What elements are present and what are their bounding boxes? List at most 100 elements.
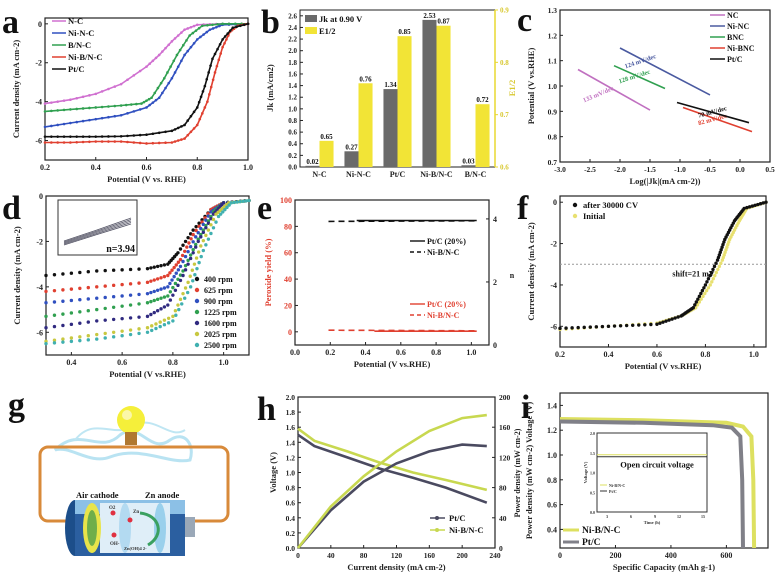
data-point xyxy=(159,296,163,300)
y-axis-label: Current density (mA cm-2) xyxy=(12,226,22,324)
data-point xyxy=(183,296,187,300)
inset-title: Open circuit voltage xyxy=(620,460,694,470)
legend-label: B/N-C xyxy=(68,40,91,50)
data-point xyxy=(194,242,198,247)
data-point xyxy=(201,222,206,227)
x-axis-label: Current density (mA cm-2) xyxy=(347,562,445,572)
data-point xyxy=(706,277,711,281)
y-axis-label: Peroxide yield (%) xyxy=(263,238,273,306)
data-point xyxy=(52,288,57,293)
legend-label: Ni-B/N-C xyxy=(68,52,102,62)
data-point xyxy=(166,71,169,74)
x-tick-label: 600 xyxy=(720,551,732,560)
data-label: 0.02 xyxy=(306,158,319,166)
data-point xyxy=(162,295,167,299)
inset-frame xyxy=(596,432,708,513)
x-tick-label: N-C xyxy=(312,170,326,179)
data-point xyxy=(178,278,183,283)
legend-marker xyxy=(194,287,200,293)
data-label: 0.65 xyxy=(320,133,333,141)
data-point xyxy=(61,272,65,276)
data-point xyxy=(162,77,166,80)
data-point xyxy=(189,45,193,49)
data-point xyxy=(129,103,133,106)
y2-tick-label: 120 xyxy=(499,453,511,462)
data-point xyxy=(670,317,674,321)
y-tick-label: 40 xyxy=(284,275,292,284)
data-point xyxy=(209,85,213,89)
data-point xyxy=(206,237,211,241)
data-point xyxy=(138,69,142,73)
legend-label: 1600 rpm xyxy=(204,319,237,328)
data-point xyxy=(50,141,53,144)
data-point xyxy=(721,255,725,260)
data-point xyxy=(196,239,200,244)
legend-marker xyxy=(572,202,578,208)
data-point xyxy=(197,260,201,265)
x-tick-label: 0.2 xyxy=(325,348,335,357)
chart-c: -3.0 -2.5 -2.0 -1.5 -1.0 -0.5 0.0 0.5 0.7 0.8 0.9 1… xyxy=(526,6,775,186)
data-point xyxy=(166,285,170,289)
data-point xyxy=(162,323,167,327)
data-label: 0.72 xyxy=(476,96,489,104)
data-point xyxy=(185,245,189,249)
data-point xyxy=(103,336,107,340)
data-point xyxy=(186,119,190,122)
data-point xyxy=(701,294,705,299)
data-point xyxy=(214,220,218,224)
x-tick-label: B/N-C xyxy=(465,170,487,179)
x-tick-label: 1.0 xyxy=(466,348,476,357)
panel-e: e 0.0 0.2 0.4 0.6 0.8 1.0 0 20 40 60 80 100 Potentia… xyxy=(255,190,525,385)
data-point xyxy=(188,245,193,249)
data-point xyxy=(217,58,221,62)
data-point xyxy=(157,131,161,135)
data-point xyxy=(612,324,617,328)
data-point xyxy=(78,338,82,343)
legend-label: 400 rpm xyxy=(204,275,233,284)
data-point xyxy=(81,140,85,144)
air-cathode-label: Air cathode xyxy=(76,490,119,500)
inset-x-tick: 9 xyxy=(654,514,656,519)
y-tick-label: 0.4 xyxy=(547,525,557,534)
data-point xyxy=(43,141,47,144)
legend-swatch xyxy=(305,15,317,22)
data-point xyxy=(244,199,248,203)
data-point xyxy=(717,264,722,269)
data-point xyxy=(761,201,765,205)
y-tick-label: 0.8 xyxy=(288,117,297,125)
legend-label: Ni-B/N-C xyxy=(449,525,483,535)
data-point xyxy=(52,300,57,304)
plot-frame xyxy=(559,195,767,348)
data-point xyxy=(199,244,203,248)
data-point xyxy=(81,119,85,123)
data-point xyxy=(201,248,206,253)
data-point xyxy=(107,135,110,138)
data-point xyxy=(120,329,124,333)
data-point xyxy=(100,116,104,120)
data-point xyxy=(756,202,760,207)
data-point xyxy=(181,273,185,278)
data-point xyxy=(137,292,141,297)
data-point xyxy=(119,134,123,138)
data-point xyxy=(137,327,141,331)
chart-b: 0.0 0.2 0.4 0.6 0.8 1.0 1.2 1.4 1.6 1.8 2.0 2.2 2.4 2… xyxy=(265,7,517,180)
series-line-Ni-B/N-C xyxy=(328,329,477,332)
data-point xyxy=(558,326,562,331)
data-point xyxy=(600,324,605,329)
x-tick-label: 0.6 xyxy=(117,358,127,367)
data-point xyxy=(166,321,171,325)
y-tick-label: 2.6 xyxy=(288,12,297,20)
data-point xyxy=(103,306,107,311)
data-point xyxy=(203,84,207,88)
panel-label-f: f xyxy=(517,190,529,227)
data-point xyxy=(195,38,199,41)
x-tick-label: 120 xyxy=(391,551,403,560)
legend-marker xyxy=(194,276,200,282)
data-point xyxy=(658,321,662,325)
y-tick-label: 0.4 xyxy=(288,140,297,148)
data-point xyxy=(159,276,163,280)
data-point xyxy=(216,47,219,51)
x-tick-label: 200 xyxy=(457,551,469,560)
data-point xyxy=(189,237,193,241)
shift-annotation: shift=21 mV xyxy=(672,269,714,278)
